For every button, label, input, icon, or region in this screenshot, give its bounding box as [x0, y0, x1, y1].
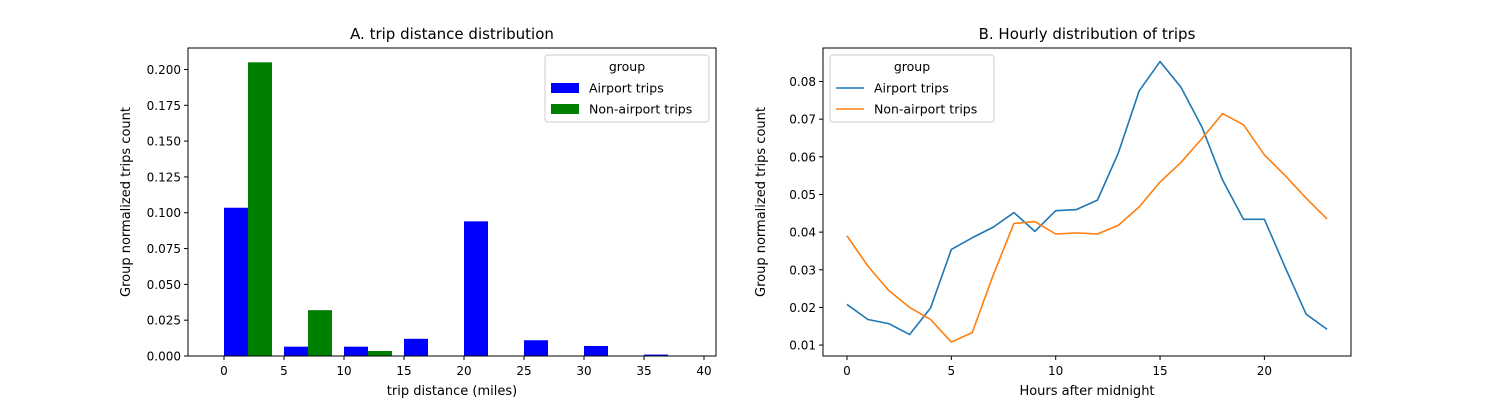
- y-tick-label: 0.03: [789, 263, 816, 277]
- legend-label: Airport trips: [874, 81, 949, 96]
- x-tick-label: 40: [696, 364, 711, 378]
- legend-title: group: [894, 59, 930, 74]
- x-tick-label: 35: [636, 364, 651, 378]
- series-line-non-airport: [847, 114, 1327, 343]
- y-tick-label: 0.200: [147, 63, 181, 77]
- bar-non-airport: [308, 310, 332, 356]
- chart-0-legend: group Airport trips Non-airport trips: [545, 55, 709, 122]
- bar-airport: [404, 339, 428, 356]
- x-tick-label: 20: [1257, 364, 1272, 378]
- x-axis-label: trip distance (miles): [387, 384, 517, 399]
- y-tick-label: 0.08: [789, 75, 816, 89]
- bar-airport: [584, 346, 608, 356]
- legend-title: group: [609, 59, 645, 74]
- x-tick-label: 15: [396, 364, 411, 378]
- y-axis-label: Group normalized trips count: [119, 107, 134, 297]
- x-axis-label: Hours after midnight: [1019, 384, 1154, 399]
- y-tick-label: 0.07: [789, 113, 816, 127]
- bar-airport: [344, 347, 368, 356]
- bar-airport: [464, 221, 488, 356]
- bar-airport: [524, 340, 548, 356]
- y-tick-label: 0.05: [789, 188, 816, 202]
- legend-label: Non-airport trips: [874, 102, 977, 117]
- y-tick-label: 0.100: [147, 206, 181, 220]
- y-tick-label: 0.175: [147, 99, 181, 113]
- bar-non-airport: [248, 62, 272, 356]
- y-tick-label: 0.075: [147, 242, 181, 256]
- x-tick-label: 15: [1152, 364, 1167, 378]
- legend-swatch: [551, 83, 579, 93]
- y-tick-label: 0.050: [147, 278, 181, 292]
- chart-title: A. trip distance distribution: [350, 25, 554, 43]
- x-tick-label: 0: [843, 364, 851, 378]
- legend-swatch: [551, 104, 579, 114]
- bar-non-airport: [368, 351, 392, 356]
- y-tick-label: 0.000: [147, 350, 181, 364]
- y-tick-label: 0.150: [147, 135, 181, 149]
- y-tick-label: 0.06: [789, 150, 816, 164]
- x-tick-label: 20: [456, 364, 471, 378]
- y-tick-label: 0.02: [789, 301, 816, 315]
- x-tick-label: 10: [1048, 364, 1063, 378]
- y-axis-label: Group normalized trips count: [754, 107, 769, 297]
- x-tick-label: 25: [516, 364, 531, 378]
- y-tick-label: 0.025: [147, 314, 181, 328]
- y-tick-label: 0.04: [789, 226, 816, 240]
- legend-label: Airport trips: [589, 81, 664, 96]
- x-tick-label: 30: [576, 364, 591, 378]
- chart-1-legend: group Airport trips Non-airport trips: [830, 55, 994, 122]
- chart-title: B. Hourly distribution of trips: [979, 25, 1196, 43]
- legend-label: Non-airport trips: [589, 102, 692, 117]
- x-tick-label: 5: [948, 364, 956, 378]
- bar-airport: [224, 208, 248, 356]
- x-tick-label: 10: [336, 364, 351, 378]
- y-tick-label: 0.01: [789, 339, 816, 353]
- x-tick-label: 0: [220, 364, 228, 378]
- bar-airport: [284, 347, 308, 356]
- x-tick-label: 5: [280, 364, 288, 378]
- y-tick-label: 0.125: [147, 170, 181, 184]
